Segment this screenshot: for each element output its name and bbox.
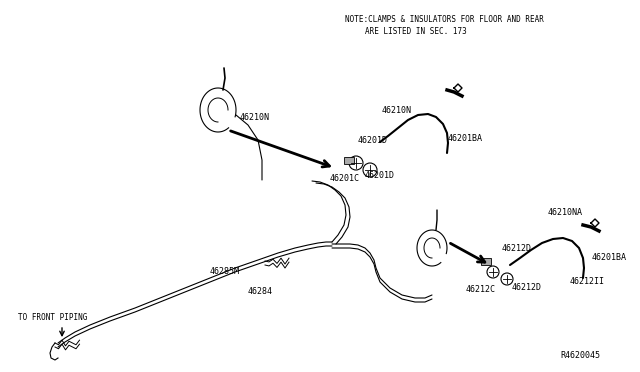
Text: 46201C: 46201C xyxy=(330,173,360,183)
Text: 46201D: 46201D xyxy=(358,135,388,144)
Text: TO FRONT PIPING: TO FRONT PIPING xyxy=(18,313,88,322)
Text: 46212II: 46212II xyxy=(570,278,605,286)
Text: 46210NA: 46210NA xyxy=(548,208,583,217)
Text: 46201BA: 46201BA xyxy=(448,134,483,142)
Text: 46210N: 46210N xyxy=(382,106,412,115)
Text: 46201BA: 46201BA xyxy=(592,253,627,263)
Bar xyxy=(344,157,354,164)
Text: 46212D: 46212D xyxy=(502,244,532,253)
Text: 46212D: 46212D xyxy=(512,283,542,292)
Text: NOTE:CLAMPS & INSULATORS FOR FLOOR AND REAR: NOTE:CLAMPS & INSULATORS FOR FLOOR AND R… xyxy=(345,15,544,24)
Text: 46284: 46284 xyxy=(248,288,273,296)
Text: 46285M: 46285M xyxy=(210,267,240,276)
Bar xyxy=(481,258,491,265)
Text: 46210N: 46210N xyxy=(240,112,270,122)
Text: ARE LISTED IN SEC. 173: ARE LISTED IN SEC. 173 xyxy=(365,27,467,36)
Text: 46201D: 46201D xyxy=(365,170,395,180)
Text: 46212C: 46212C xyxy=(466,285,496,295)
Text: R4620045: R4620045 xyxy=(560,351,600,360)
